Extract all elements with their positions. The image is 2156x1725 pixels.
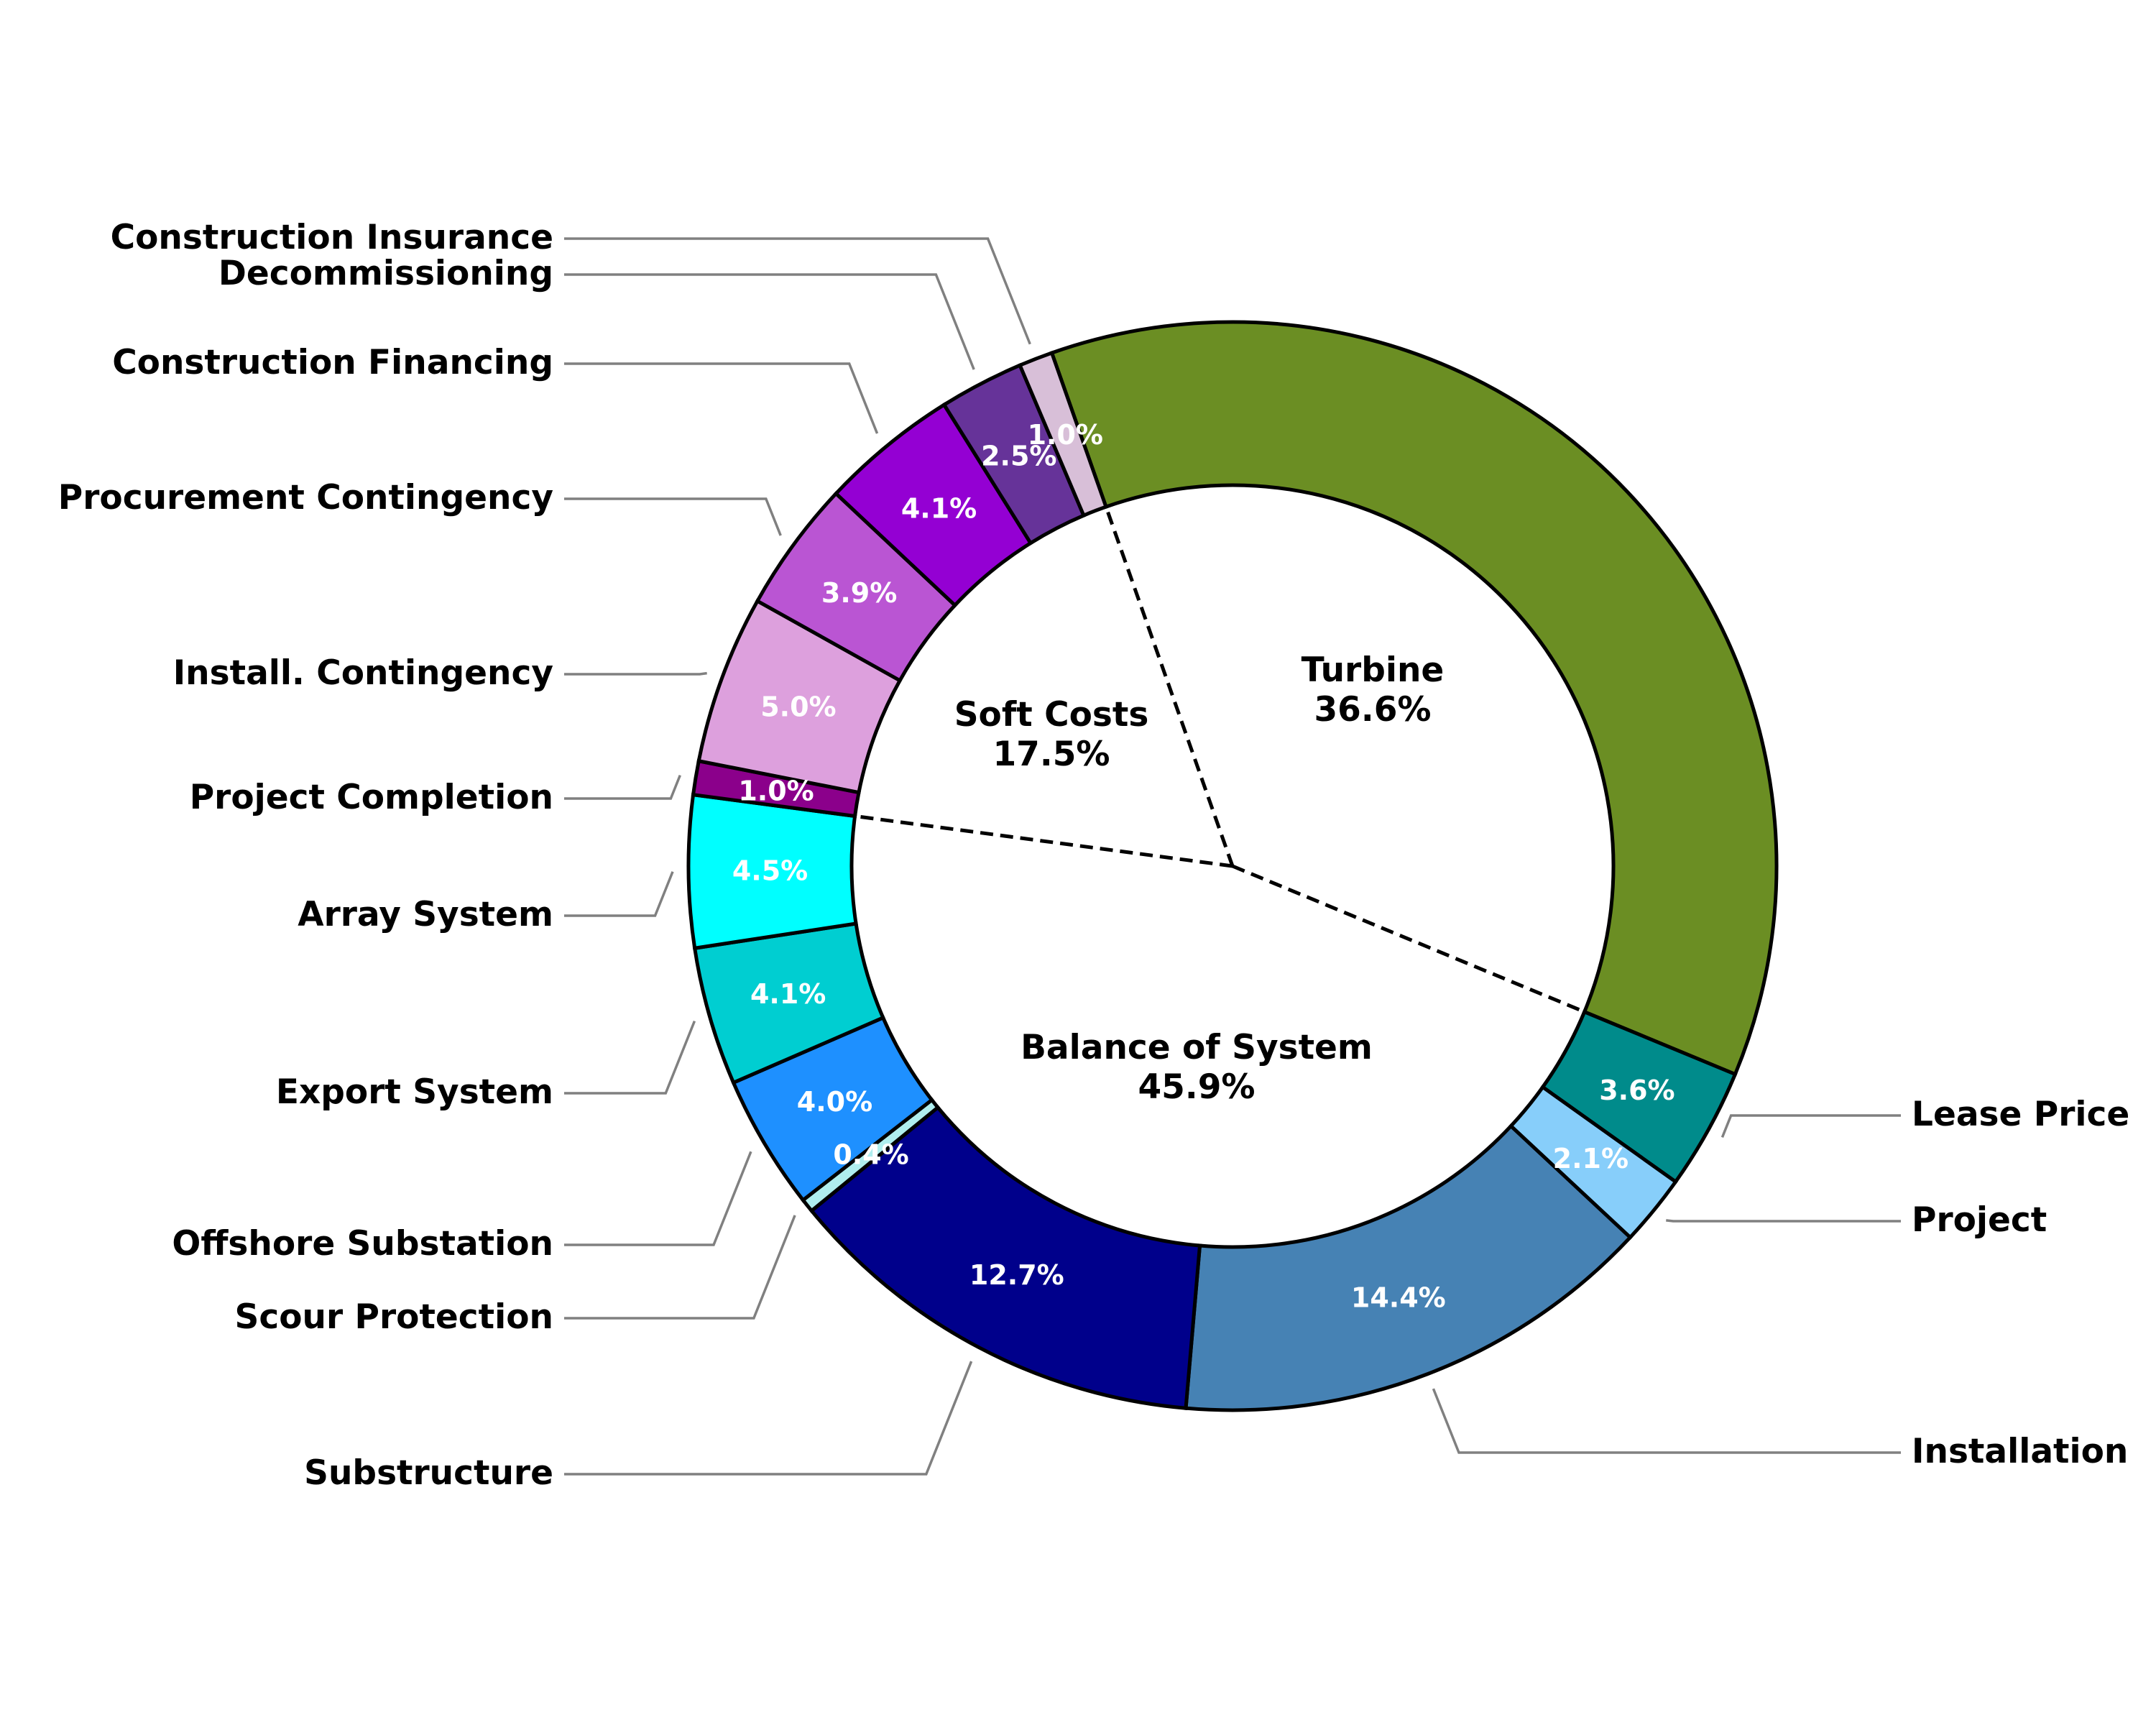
percent-label-procurement-contingency: 3.9% xyxy=(821,577,897,609)
leader-construction-insurance xyxy=(564,237,1031,345)
segment-turbine xyxy=(1049,320,1779,1077)
label-offshore-substation: Offshore Substation xyxy=(172,1224,553,1264)
group-percent-turbine: 36.6% xyxy=(1314,690,1431,730)
group-divider-3 xyxy=(854,814,1233,868)
segment-name-labels: Lease Price Project Installation Substructu… xyxy=(58,218,2129,1493)
group-divider-1 xyxy=(1104,506,1235,867)
leader-procurement-contingency xyxy=(564,497,782,536)
percent-label-offshore-substation: 4.0% xyxy=(797,1086,872,1118)
label-scour-protection: Scour Protection xyxy=(235,1297,553,1337)
leader-lease-price xyxy=(1720,1114,1901,1138)
leader-install-contingency xyxy=(564,671,707,676)
percent-label-export-system: 4.1% xyxy=(750,978,826,1010)
percent-label-scour-protection: 0.4% xyxy=(833,1138,908,1170)
label-construction-financing: Construction Financing xyxy=(112,343,553,382)
percent-label-install-contingency: 5.0% xyxy=(760,691,836,722)
percent-label-array-system: 4.5% xyxy=(732,855,808,886)
segment-construction-insurance xyxy=(1017,350,1109,518)
leader-lines xyxy=(564,237,1901,1476)
label-project-completion: Project Completion xyxy=(190,778,553,817)
percent-label-lease-price: 3.6% xyxy=(1599,1075,1674,1106)
percent-label-construction-financing: 4.1% xyxy=(901,493,977,525)
percent-label-construction-insurance: 1.0% xyxy=(1028,419,1103,451)
label-export-system: Export System xyxy=(276,1072,553,1112)
leader-construction-financing xyxy=(564,362,879,434)
group-percent-soft-costs: 17.5% xyxy=(992,735,1110,774)
label-lease-price: Lease Price xyxy=(1912,1095,2129,1134)
donut-segments xyxy=(686,320,1779,1412)
label-project: Project xyxy=(1912,1200,2047,1240)
label-array-system: Array System xyxy=(298,895,553,934)
leader-installation xyxy=(1432,1388,1901,1454)
percent-labels: 3.6% 2.1% 14.4% 12.7% 0.4% 4.0% 4.1% 4.5% 1.0% 5.… xyxy=(732,419,1675,1314)
label-decommissioning: Decommissioning xyxy=(218,254,553,293)
group-divider-2 xyxy=(1232,864,1585,1014)
leader-project-completion xyxy=(564,774,681,800)
percent-label-project: 2.1% xyxy=(1553,1143,1628,1174)
group-name-balance-of-system: Balance of System xyxy=(1021,1028,1373,1067)
percent-label-project-completion: 1.0% xyxy=(738,776,814,807)
label-construction-insurance: Construction Insurance xyxy=(111,218,553,257)
group-name-soft-costs: Soft Costs xyxy=(954,695,1149,735)
percent-label-decommissioning: 2.5% xyxy=(981,440,1056,472)
leader-export-system xyxy=(564,1020,696,1095)
group-dividers xyxy=(854,506,1585,1014)
leader-array-system xyxy=(564,871,674,917)
percent-label-substructure: 12.7% xyxy=(969,1259,1064,1291)
leader-substructure xyxy=(564,1361,973,1476)
label-installation: Installation xyxy=(1912,1432,2128,1471)
leader-offshore-substation xyxy=(564,1151,752,1246)
label-substructure: Substructure xyxy=(304,1453,553,1493)
group-percent-balance-of-system: 45.9% xyxy=(1138,1067,1255,1107)
group-name-turbine: Turbine xyxy=(1302,650,1445,690)
leader-decommissioning xyxy=(564,273,975,370)
label-procurement-contingency: Procurement Contingency xyxy=(58,478,553,518)
label-install-contingency: Install. Contingency xyxy=(173,653,553,693)
percent-label-installation: 14.4% xyxy=(1351,1282,1446,1314)
leader-scour-protection xyxy=(564,1215,796,1320)
leader-project xyxy=(1666,1219,1901,1223)
